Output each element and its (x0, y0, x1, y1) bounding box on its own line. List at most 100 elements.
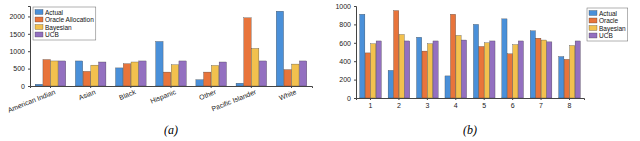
x-tick: 4 (454, 98, 458, 109)
x-axis: 12345678 (357, 98, 585, 109)
x-tick-mark (541, 98, 542, 100)
bar (43, 60, 50, 86)
x-tick: White (278, 86, 297, 101)
bar (35, 84, 42, 86)
y-tick-label: 2000 (9, 13, 25, 20)
x-tick-label: 2 (397, 102, 401, 109)
bar (399, 35, 404, 98)
y-tick-label: 1000 (335, 3, 351, 10)
legend-swatch (35, 17, 43, 22)
legend-entry: UCB (589, 32, 613, 39)
x-tick-mark (211, 86, 212, 88)
legend: ActualOracle AllocationBayesianUCB (33, 7, 96, 40)
series (365, 11, 569, 98)
bar (479, 46, 484, 98)
y-tick-mark (354, 43, 356, 44)
series (58, 61, 306, 86)
y-tick-label: 600 (339, 40, 351, 47)
series (376, 40, 580, 98)
bar (204, 72, 211, 86)
bar (292, 64, 299, 86)
y-tick-mark (354, 80, 356, 81)
y-tick-label: 500 (13, 65, 25, 72)
y-tick: 600 (339, 40, 356, 47)
series (360, 14, 564, 98)
y-axis: 0 500 1000 1500 2000 (9, 7, 30, 90)
x-tick-mark (398, 98, 399, 100)
bar (219, 62, 226, 86)
y-tick-mark (28, 16, 30, 17)
bar (284, 70, 291, 86)
legend-swatch (589, 11, 597, 16)
bar (507, 54, 512, 98)
y-tick-label: 400 (339, 58, 351, 65)
x-tick-mark (427, 98, 428, 100)
y-tick: 1500 (9, 31, 30, 38)
series (371, 35, 575, 98)
y-tick-label: 0 (347, 95, 351, 102)
x-tick-mark (512, 98, 513, 100)
legend-swatch (589, 33, 597, 38)
y-tick-label: 800 (339, 21, 351, 28)
x-tick: American Indian (7, 86, 57, 114)
legend-label: Actual (45, 9, 64, 16)
y-axis-line (28, 7, 31, 87)
plot-area (360, 11, 581, 98)
y-tick: 0 (347, 95, 356, 102)
y-tick-mark (354, 24, 356, 25)
plot-area (35, 11, 307, 86)
bar (123, 64, 130, 86)
x-tick-mark (484, 98, 485, 100)
legend-entry: Oracle Allocation (35, 16, 94, 23)
bar (502, 19, 507, 98)
bar (83, 71, 90, 86)
bar (360, 14, 365, 98)
bar (51, 61, 58, 86)
x-axis: American IndianAsianBlackHispanicOtherPa… (7, 86, 313, 114)
bar (445, 76, 450, 98)
bar (75, 61, 82, 86)
x-axis-line (31, 87, 313, 89)
x-tick-label: Asian (78, 88, 97, 101)
bar (91, 65, 98, 86)
y-tick-mark (28, 86, 30, 87)
x-tick-mark (370, 98, 371, 100)
legend-swatch (589, 26, 597, 31)
legend-frame (587, 8, 628, 41)
x-tick: 1 (369, 98, 373, 109)
x-tick: Asian (78, 86, 97, 101)
x-tick-mark (90, 86, 91, 88)
legend: ActualOracleBayesianUCB (587, 8, 628, 41)
x-tick-label: 3 (425, 102, 429, 109)
bar (196, 80, 203, 86)
legend-swatch (35, 32, 43, 37)
bar (171, 65, 178, 86)
chart: 0 500 1000 1500 2000 American Indian Asian Blac… (7, 7, 313, 138)
bar (116, 68, 123, 86)
y-tick: 1000 (335, 3, 356, 10)
x-tick-label: Pacific Islander (210, 88, 257, 113)
y-axis: 02004006008001000 (335, 3, 356, 102)
bar (99, 62, 106, 86)
bar (371, 44, 376, 98)
x-tick-label: 6 (511, 102, 515, 109)
bar (536, 38, 541, 98)
y-tick-label: 1000 (9, 48, 25, 55)
bar (484, 43, 489, 98)
bar (365, 53, 370, 98)
y-tick: 0 (21, 83, 30, 90)
y-tick: 500 (13, 65, 30, 72)
x-tick: 5 (482, 98, 486, 109)
y-tick-mark (354, 61, 356, 62)
bar (427, 44, 432, 98)
x-tick-label: Black (118, 88, 137, 101)
y-tick-label: 0 (21, 83, 25, 90)
x-tick-mark (291, 86, 292, 88)
legend-swatch (35, 25, 43, 30)
bar (559, 57, 564, 98)
x-tick: 2 (397, 98, 401, 109)
bar (252, 48, 259, 86)
x-tick: 3 (425, 98, 429, 109)
caption: (a) (164, 123, 178, 137)
x-tick-label: 8 (568, 102, 572, 109)
